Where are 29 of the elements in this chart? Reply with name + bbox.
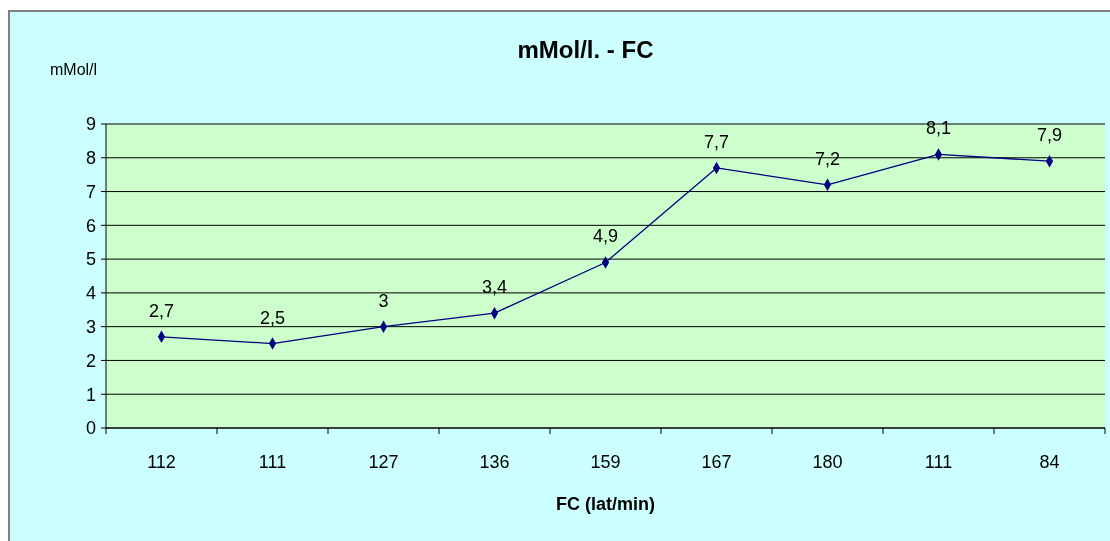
data-label: 2,7 — [148, 300, 175, 321]
data-label: 7,9 — [1036, 125, 1063, 146]
x-axis-title: FC (lat/min) — [556, 494, 655, 514]
x-tick-label: 112 — [147, 452, 176, 472]
x-tick-label: 167 — [701, 452, 732, 472]
chart-title: mMol/l. - FC — [517, 36, 654, 63]
y-tick-label: 6 — [85, 215, 96, 236]
y-tick-label: 7 — [85, 181, 96, 202]
x-tick-label: 111 — [258, 452, 287, 472]
y-tick-label: 4 — [85, 283, 96, 304]
x-tick-label: 127 — [368, 452, 399, 472]
y-tick-label: 2 — [85, 350, 96, 371]
data-label: 4,9 — [592, 226, 619, 247]
x-tick-label: 84 — [1039, 452, 1060, 472]
y-tick-label: 3 — [85, 316, 96, 337]
x-tick-label: 159 — [590, 452, 621, 472]
data-label: 8,1 — [925, 118, 952, 139]
data-label: 3 — [378, 290, 389, 311]
y-axis-title: mMol/l — [50, 61, 98, 78]
y-tick-label: 9 — [85, 114, 96, 135]
y-tick-label: 8 — [85, 148, 96, 169]
y-tick-label: 1 — [85, 384, 96, 405]
x-tick-label: 136 — [479, 452, 510, 472]
x-tick-label: 180 — [812, 452, 843, 472]
y-tick-label: 5 — [85, 249, 96, 270]
data-label: 7,7 — [703, 131, 730, 152]
y-tick-label: 0 — [85, 418, 96, 439]
x-tick-label: 111 — [924, 452, 953, 472]
data-label: 2,5 — [259, 307, 286, 328]
